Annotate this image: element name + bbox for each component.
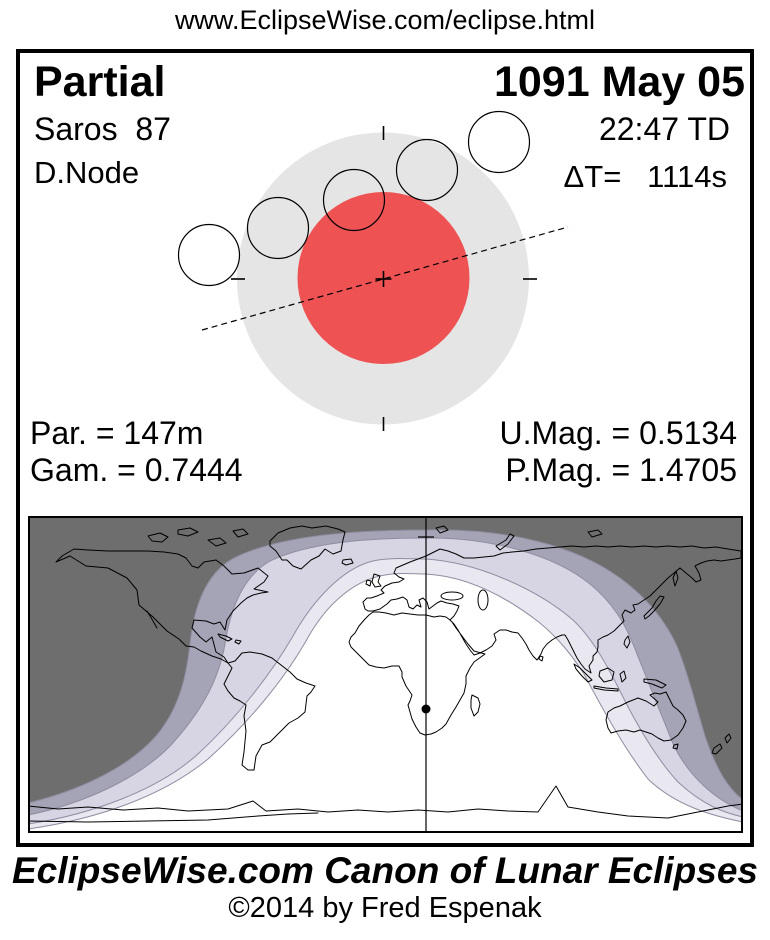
copyright-line: ©2014 by Fred Espenak bbox=[228, 892, 542, 924]
par-stat: Par. = 147m bbox=[30, 415, 204, 451]
figure-frame bbox=[16, 49, 754, 847]
saros-label: Saros 87 bbox=[34, 111, 171, 147]
site-url: www.EclipseWise.com/eclipse.html bbox=[174, 5, 596, 35]
moon-position-circle bbox=[467, 110, 531, 174]
greatest-eclipse-time-label: 22:47 TD bbox=[598, 111, 730, 147]
antarctica-coast bbox=[28, 785, 743, 819]
sublunar-point-dot bbox=[421, 704, 431, 714]
canon-title: EclipseWise.com Canon of Lunar Eclipses bbox=[11, 850, 759, 891]
moon-position-circle bbox=[395, 138, 459, 202]
indonesia-coast bbox=[573, 663, 667, 692]
gamma-stat: Gam. = 0.7444 bbox=[30, 452, 243, 488]
philippines-coast bbox=[623, 635, 631, 649]
black-sea-coast bbox=[440, 591, 464, 601]
moon-position-circle bbox=[322, 168, 386, 232]
caspian-sea-coast bbox=[477, 589, 489, 611]
eclipse-type-label: Partial bbox=[34, 58, 166, 106]
shadow-axis-ticks bbox=[231, 126, 537, 431]
eclipse-date-label: 1091 May 05 bbox=[493, 58, 745, 106]
ecliptic-dashed-line bbox=[201, 226, 569, 331]
australia-coast bbox=[605, 691, 687, 742]
delta-t-label: ΔT= 1114s bbox=[563, 159, 727, 194]
visibility-world-map bbox=[28, 516, 743, 833]
moon-position-circle bbox=[246, 196, 310, 260]
map-zone-penumbral-band bbox=[28, 516, 743, 815]
node-label: D.Node bbox=[34, 155, 140, 190]
north-america-coast bbox=[55, 548, 269, 664]
shadow-geometry-diagram bbox=[177, 110, 569, 431]
british-isles-coast bbox=[365, 573, 382, 588]
sakhalin-coast bbox=[672, 570, 679, 587]
new-zealand-coast bbox=[711, 733, 732, 755]
moon-position-circle bbox=[177, 223, 241, 287]
zone-boundary bbox=[28, 573, 743, 830]
zone-boundary bbox=[28, 529, 743, 804]
eurasia-africa-coast bbox=[348, 545, 742, 736]
greenland-coast bbox=[269, 525, 346, 570]
tasmania-coast bbox=[672, 743, 679, 750]
south-america-coast bbox=[223, 651, 316, 771]
coastlines bbox=[28, 525, 743, 823]
baja-coast bbox=[146, 610, 158, 629]
iceland-coast bbox=[341, 558, 354, 566]
map-zone-not-visible bbox=[28, 516, 743, 803]
antarctica-ice-edge bbox=[28, 812, 319, 823]
umbral-magnitude-stat: U.Mag. = 0.5134 bbox=[499, 415, 737, 451]
japan-coast bbox=[643, 595, 665, 620]
penumbral-magnitude-stat: P.Mag. = 1.4705 bbox=[505, 452, 737, 488]
madagascar-coast bbox=[470, 694, 481, 717]
sri-lanka-coast bbox=[538, 655, 544, 662]
moon-position-circles bbox=[177, 110, 531, 287]
arctic-islands-coast bbox=[147, 525, 603, 551]
caribbean-islands-coast bbox=[217, 633, 242, 645]
map-border bbox=[28, 516, 743, 833]
